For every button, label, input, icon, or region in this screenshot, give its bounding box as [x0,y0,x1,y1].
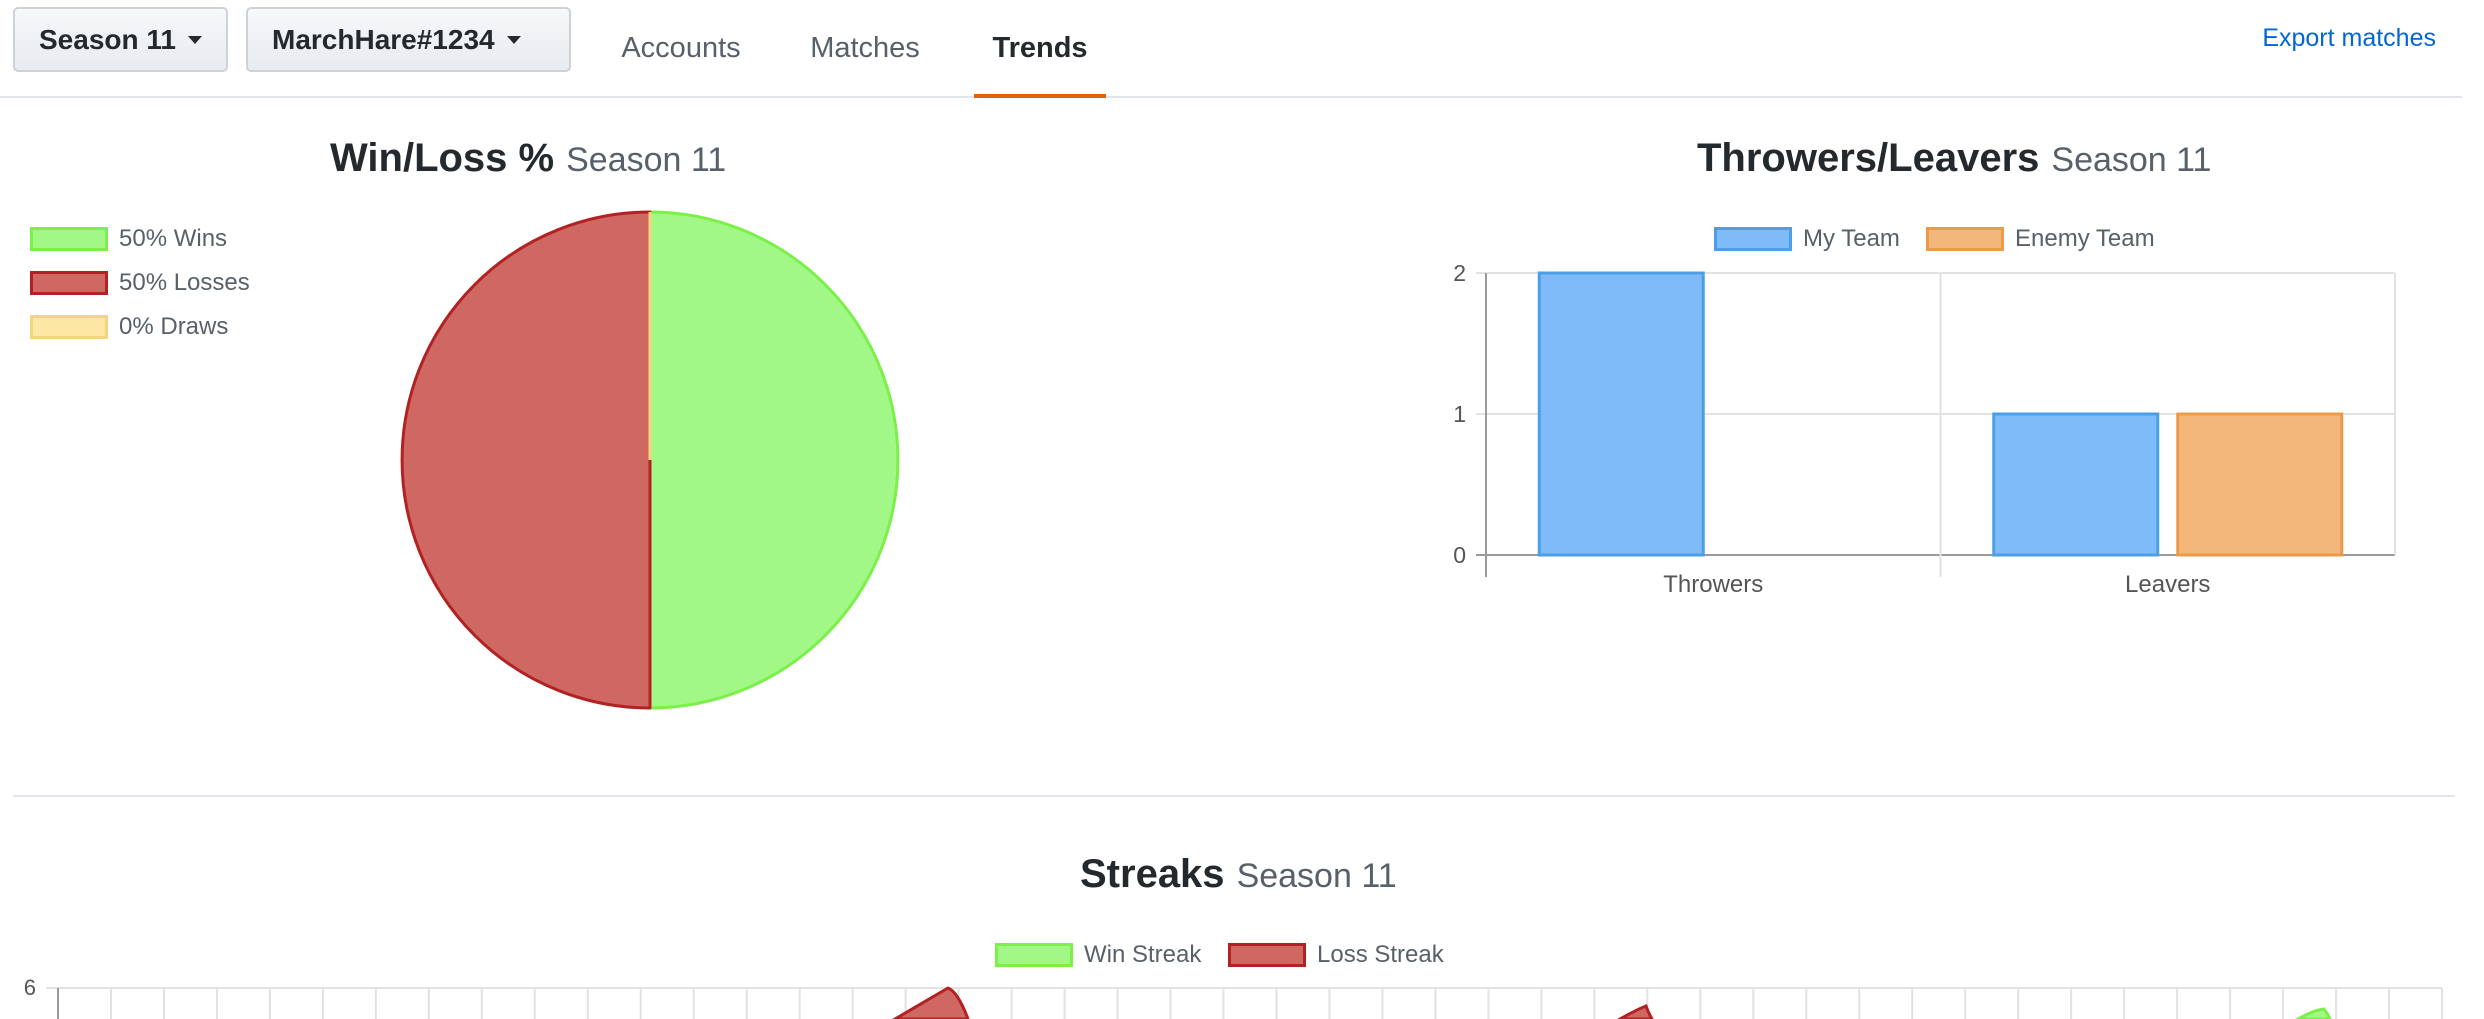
section-divider [13,795,2455,797]
winloss-heading: Win/Loss % Season 11 [330,136,726,181]
winloss-subtitle: Season 11 [566,141,727,179]
legend-label-losses: 50% Losses [119,269,250,296]
legend-item-enemy-team[interactable]: Enemy Team [1926,225,2155,253]
legend-label-loss-streak: Loss Streak [1317,941,1444,968]
tab-matches[interactable]: Matches [810,31,920,64]
y-tick-label: 0 [1453,542,1466,568]
win-streak-peak [2294,1007,2332,1019]
winloss-pie-chart [400,210,900,710]
legend-item-losses[interactable]: 50% Losses [30,269,250,297]
export-matches-link[interactable]: Export matches [2262,24,2436,52]
streaks-title: Streaks [1080,852,1225,896]
pie-slice-losses [400,210,652,710]
chevron-down-icon [187,35,202,44]
winloss-title: Win/Loss % [330,136,555,180]
account-dropdown[interactable]: MarchHare#1234 [246,7,571,72]
legend-item-loss-streak[interactable]: Loss Streak [1228,941,1444,969]
legend-label-enemy-team: Enemy Team [2015,225,2155,252]
account-dropdown-label: MarchHare#1234 [272,23,495,55]
draws-swatch [30,315,108,339]
top-navigation: Season 11 MarchHare#1234 Accounts Matche… [0,0,2462,98]
streaks-area-chart: 6 [24,975,2443,1019]
bar-leavers-my-team [1992,412,2160,557]
legend-label-win-streak: Win Streak [1084,941,1202,968]
y-tick-label: 2 [1453,260,1466,286]
wins-swatch [30,227,108,251]
legend-label-my-team: My Team [1803,225,1900,252]
legend-item-draws[interactable]: 0% Draws [30,313,228,341]
tab-trends[interactable]: Trends [974,0,1106,98]
win-streak-swatch [995,943,1073,967]
season-dropdown[interactable]: Season 11 [13,7,228,72]
loss-streak-peak [1616,1004,1654,1019]
legend-item-my-team[interactable]: My Team [1714,225,1900,253]
my-team-swatch [1714,227,1792,251]
streaks-heading: Streaks Season 11 [1080,852,1397,897]
throwers-subtitle: Season 11 [2051,141,2212,179]
chevron-down-icon [506,35,521,44]
tab-accounts[interactable]: Accounts [621,31,741,64]
pie-slice-wins [648,210,900,710]
x-tick-label: Leavers [2125,571,2210,598]
enemy-team-swatch [1926,227,2004,251]
legend-label-draws: 0% Draws [119,313,229,340]
loss-streak-swatch [1228,943,1306,967]
x-tick-label: Throwers [1663,571,1763,598]
throwers-heading: Throwers/Leavers Season 11 [1697,136,2211,181]
y-tick-label: 1 [1453,401,1466,427]
bar-throwers-my-team [1537,271,1705,557]
streaks-subtitle: Season 11 [1236,857,1397,895]
legend-label-wins: 50% Wins [119,225,228,252]
season-dropdown-label: Season 11 [39,23,176,55]
legend-item-wins[interactable]: 50% Wins [30,225,227,253]
throwers-title: Throwers/Leavers [1697,136,2040,180]
bar-leavers-enemy-team [2176,412,2344,557]
y-tick-label: 6 [24,975,36,1000]
throwers-bar-chart: 0 1 2 Throwers Leavers [1453,260,2396,598]
losses-swatch [30,271,108,295]
legend-item-win-streak[interactable]: Win Streak [995,941,1201,969]
